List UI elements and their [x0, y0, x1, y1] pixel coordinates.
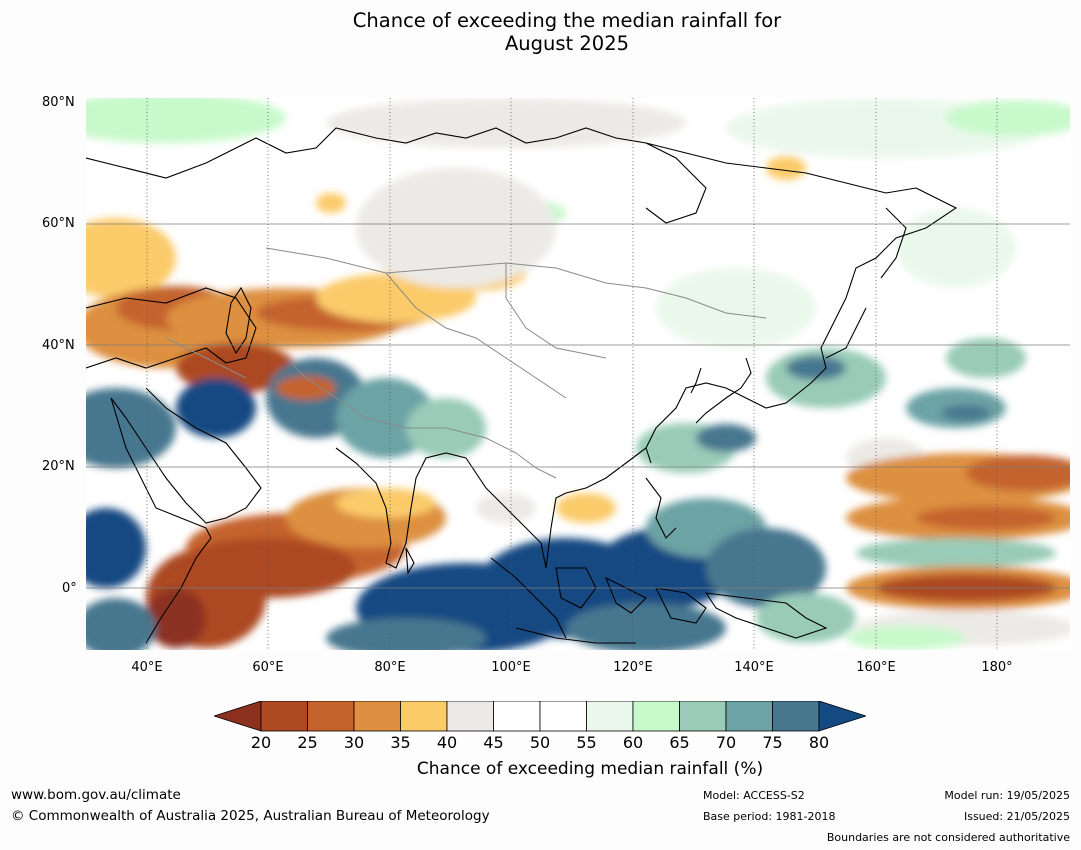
rainfall-map [86, 98, 1070, 650]
colorbar-segment [307, 701, 355, 732]
colorbar-segment [772, 701, 820, 732]
colorbar-segment [586, 701, 634, 732]
lon-label-100e: 100°E [491, 660, 531, 675]
lon-label-160e: 160°E [856, 660, 896, 675]
colorbar-tick-label: 80 [808, 733, 830, 752]
lon-label-180: 180° [981, 660, 1013, 675]
copyright-text: © Commonwealth of Australia 2025, Austra… [11, 808, 490, 824]
model-run-text: Model run: 19/05/2025 [944, 789, 1070, 802]
lat-label-40n: 40°N [42, 338, 75, 353]
website-link[interactable]: www.bom.gov.au/climate [11, 787, 181, 803]
lat-gridlines [86, 223, 1070, 589]
colorbar-tick-label: 35 [390, 733, 411, 752]
lat-label-60n: 60°N [42, 216, 75, 231]
colorbar-tick-label: 50 [529, 733, 551, 752]
colorbar-tick-label: 55 [576, 733, 597, 752]
colorbar-tick-label: 60 [622, 733, 644, 752]
map-panel [86, 98, 1070, 650]
colorbar-label: Chance of exceeding median rainfall (%) [416, 759, 764, 779]
colorbar-tick-label: 40 [436, 733, 458, 752]
title-line-2: August 2025 [504, 32, 630, 55]
colorbar-segment [400, 701, 448, 732]
colorbar-segment [632, 701, 680, 732]
colorbar-tick-label: 45 [483, 733, 504, 752]
lon-label-120e: 120°E [613, 660, 653, 675]
colorbar-tick-label: 75 [762, 733, 783, 752]
lon-gridlines [146, 98, 998, 650]
colorbar-segments [260, 701, 820, 732]
lat-label-80n: 80°N [42, 95, 75, 110]
colorbar-tick-label: 20 [250, 733, 272, 752]
colorbar-tick-label: 25 [297, 733, 318, 752]
colorbar-segment [353, 701, 401, 732]
lat-label-0: 0° [62, 581, 77, 596]
colorbar-segment [446, 701, 494, 732]
colorbar-segment [679, 701, 727, 732]
colorbar-tick-label: 70 [715, 733, 737, 752]
colorbar-segment [725, 701, 773, 732]
lon-label-40e: 40°E [131, 660, 163, 675]
lon-label-60e: 60°E [252, 660, 284, 675]
colorbar-low-arrow [214, 701, 262, 732]
base-period-text: Base period: 1981-2018 [703, 810, 836, 823]
colorbar-tick-label: 65 [669, 733, 690, 752]
disclaimer-text: Boundaries are not considered authoritat… [826, 831, 1070, 844]
title-line-1: Chance of exceeding the median rainfall … [352, 9, 782, 32]
lat-label-20n: 20°N [42, 459, 75, 474]
colorbar-segment [493, 701, 541, 732]
colorbar-segment [539, 701, 587, 732]
issued-text: Issued: 21/05/2025 [963, 810, 1070, 823]
colorbar [214, 701, 866, 732]
map-title: Chance of exceeding the median rainfall … [0, 9, 1081, 55]
model-text: Model: ACCESS-S2 [703, 789, 805, 802]
colorbar-segment [260, 701, 308, 732]
colorbar-high-arrow [818, 701, 866, 732]
lon-label-80e: 80°E [374, 660, 406, 675]
lon-label-140e: 140°E [734, 660, 774, 675]
colorbar-tick-label: 30 [343, 733, 365, 752]
coastlines [86, 127, 958, 644]
